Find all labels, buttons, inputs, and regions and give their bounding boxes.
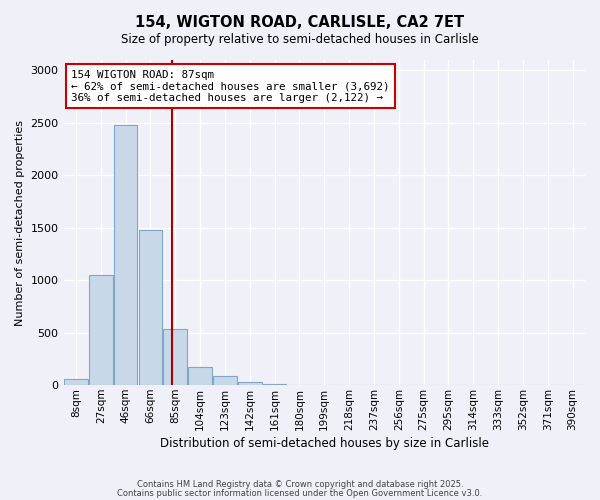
Bar (163, 328, 187, 385)
X-axis label: Distribution of semi-detached houses by size in Carlisle: Distribution of semi-detached houses by … (160, 437, 489, 450)
Text: Contains public sector information licensed under the Open Government Licence v3: Contains public sector information licen… (118, 488, 482, 498)
Bar (188, 367, 212, 385)
Text: 154 WIGTON ROAD: 87sqm
← 62% of semi-detached houses are smaller (3,692)
36% of : 154 WIGTON ROAD: 87sqm ← 62% of semi-det… (71, 70, 390, 103)
Bar (238, 382, 262, 385)
Text: 154, WIGTON ROAD, CARLISLE, CA2 7ET: 154, WIGTON ROAD, CARLISLE, CA2 7ET (136, 15, 464, 30)
Y-axis label: Number of semi-detached properties: Number of semi-detached properties (15, 120, 25, 326)
Bar (89, 275, 113, 385)
Bar (263, 384, 286, 385)
Text: Contains HM Land Registry data © Crown copyright and database right 2025.: Contains HM Land Registry data © Crown c… (137, 480, 463, 489)
Bar (114, 125, 137, 385)
Text: Size of property relative to semi-detached houses in Carlisle: Size of property relative to semi-detach… (121, 32, 479, 46)
Bar (139, 230, 162, 385)
Bar (64, 380, 88, 385)
Bar (213, 376, 237, 385)
